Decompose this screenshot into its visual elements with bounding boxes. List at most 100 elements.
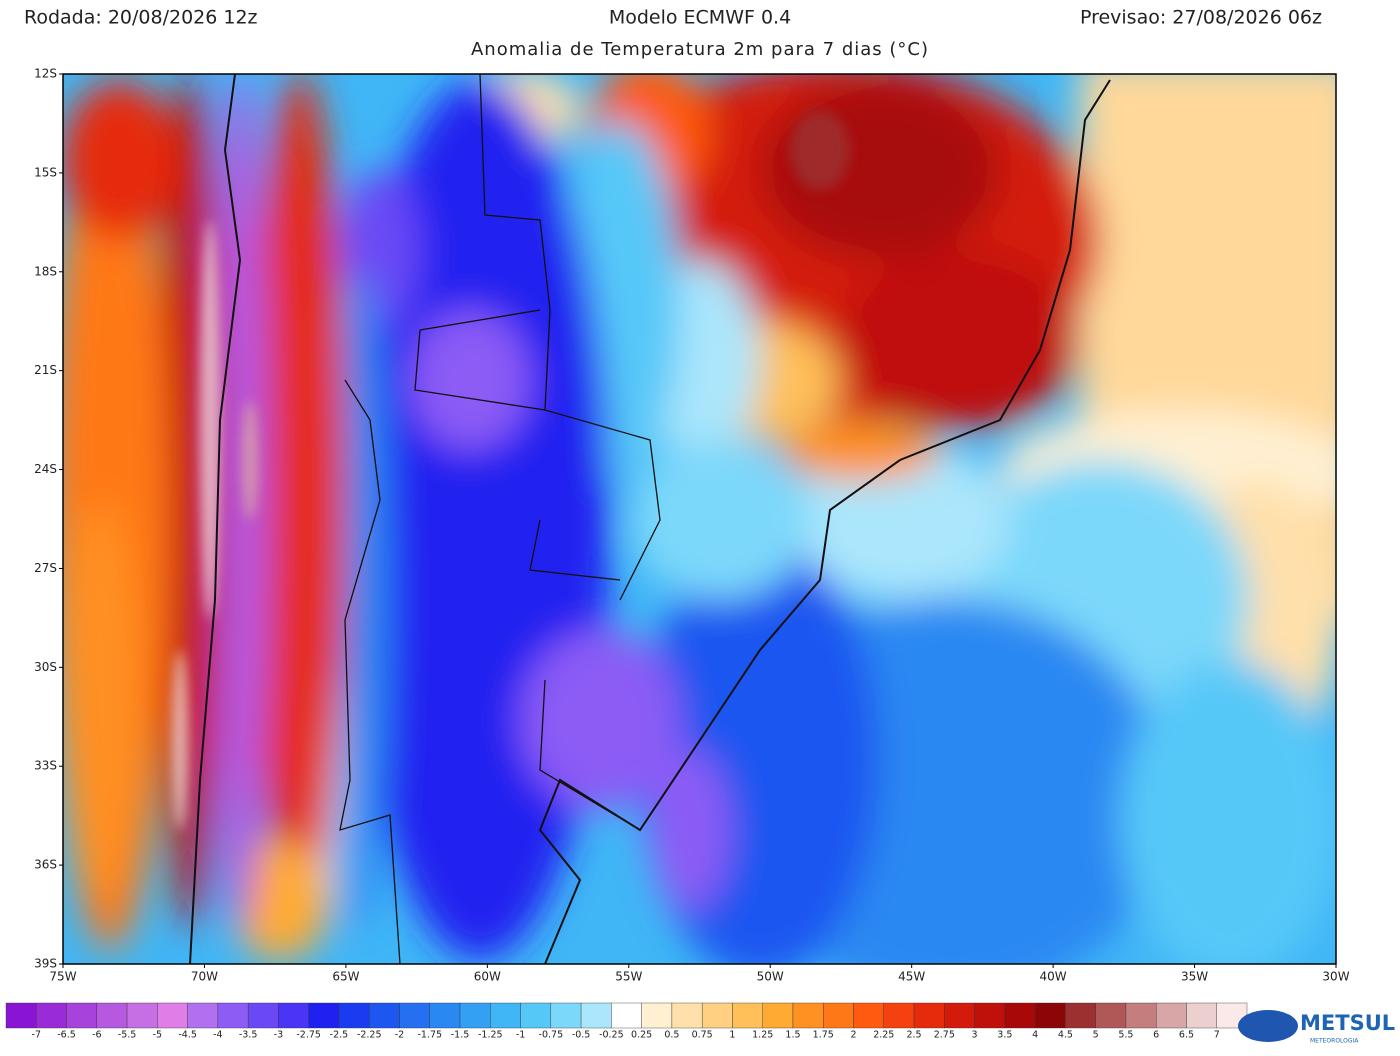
- colorbar-swatch: [126, 1002, 158, 1029]
- lat-tick-label: 39S: [34, 957, 57, 971]
- colorbar-swatch: [5, 1002, 37, 1029]
- colorbar-label: 3: [972, 1030, 978, 1041]
- lat-tick-label: 18S: [34, 264, 57, 278]
- lat-tick-label: 15S: [34, 165, 57, 179]
- colorbar-swatch: [459, 1002, 491, 1029]
- colorbar-label: 6: [1153, 1030, 1159, 1041]
- colorbar-label: 7: [1214, 1030, 1220, 1041]
- colorbar-swatch: [580, 1002, 612, 1029]
- colorbar-label: 5: [1093, 1030, 1099, 1041]
- colorbar-swatch: [611, 1002, 642, 1029]
- lon-tick-label: 70W: [191, 970, 218, 984]
- colorbar-label: 2: [850, 1030, 856, 1041]
- logo-tagline: METEOROLOGIA: [1310, 1038, 1359, 1045]
- colorbar-label: 0.75: [692, 1030, 713, 1041]
- colorbar-label: -2.5: [330, 1030, 349, 1041]
- colorbar-label: -6.5: [57, 1030, 76, 1041]
- colorbar-label: -6: [92, 1030, 101, 1041]
- subtitle: Anomalia de Temperatura 2m para 7 dias (…: [471, 39, 929, 60]
- colorbar-swatch: [36, 1002, 67, 1029]
- colorbar-swatch: [490, 1002, 521, 1029]
- colorbar-label: -0.5: [572, 1030, 591, 1041]
- colorbar-label: -0.25: [599, 1030, 624, 1041]
- colorbar-label: -1: [516, 1030, 525, 1041]
- colorbar-label: -3: [274, 1030, 283, 1041]
- colorbar-label: 1: [729, 1030, 735, 1041]
- colorbar-label: 4.5: [1058, 1030, 1073, 1041]
- colorbar-swatch: [1004, 1002, 1036, 1029]
- lon-tick-label: 40W: [1040, 970, 1067, 984]
- colorbar-label: 6.5: [1179, 1030, 1194, 1041]
- colorbar-swatch: [338, 1002, 370, 1029]
- logo: METSUL METEOROLOGIA: [1238, 1010, 1395, 1045]
- colorbar-label: 0.5: [664, 1030, 679, 1041]
- run-label: Rodada: 20/08/2026 12z: [24, 7, 258, 29]
- colorbar-swatch: [1186, 1002, 1217, 1029]
- anomaly-field: [63, 74, 1336, 964]
- lat-tick-label: 21S: [34, 363, 57, 377]
- lon-tick-label: 50W: [757, 970, 784, 984]
- logo-name: METSUL: [1300, 1011, 1395, 1035]
- lat-tick-label: 12S: [34, 67, 57, 81]
- colorbar-label: 0.25: [631, 1030, 652, 1041]
- lat-tick-label: 27S: [34, 561, 57, 575]
- lon-tick-label: 75W: [49, 970, 76, 984]
- colorbar-label: 2.25: [873, 1030, 894, 1041]
- lat-tick-label: 33S: [34, 759, 57, 773]
- colorbar-label: 1.25: [752, 1030, 773, 1041]
- colorbar-label: 1.75: [813, 1030, 834, 1041]
- colorbar-label: -7: [32, 1030, 41, 1041]
- colorbar-label: 2.75: [934, 1030, 955, 1041]
- colorbar-swatch: [157, 1002, 188, 1029]
- colorbar-swatch: [1125, 1002, 1157, 1029]
- colorbar-label: 1.5: [785, 1030, 800, 1041]
- colorbar-swatch: [762, 1002, 794, 1029]
- colorbar-swatch: [247, 1002, 279, 1029]
- colorbar-swatch: [369, 1002, 400, 1029]
- colorbar-swatch: [823, 1002, 854, 1029]
- colorbar-swatch: [187, 1002, 219, 1029]
- colorbar-label: -1.75: [417, 1030, 442, 1041]
- colorbar-label: -3.5: [239, 1030, 258, 1041]
- lon-tick-label: 65W: [332, 970, 359, 984]
- colorbar-swatch: [550, 1002, 582, 1029]
- colorbar-swatch: [66, 1002, 98, 1029]
- lat-tick-label: 36S: [34, 858, 57, 872]
- lat-tick-label: 24S: [34, 462, 57, 476]
- map-frame: [62, 73, 1337, 965]
- colorbar-label: -1.25: [478, 1030, 503, 1041]
- colorbar-swatch: [308, 1002, 340, 1029]
- colorbar-swatch: [1095, 1002, 1127, 1029]
- colorbar-swatch: [429, 1002, 461, 1029]
- lon-tick-label: 30W: [1322, 970, 1349, 984]
- colorbar-swatch: [974, 1002, 1006, 1029]
- colorbar-swatch: [278, 1002, 309, 1029]
- colorbar-swatch: [792, 1002, 824, 1029]
- colorbar-swatch: [399, 1002, 430, 1029]
- colorbar-swatch: [883, 1002, 915, 1029]
- colorbar-swatch: [520, 1002, 552, 1029]
- colorbar-swatch: [96, 1002, 128, 1029]
- colorbar-swatch: [1065, 1002, 1096, 1029]
- colorbar-label: -2.75: [296, 1030, 321, 1041]
- forecast-label: Previsao: 27/08/2026 06z: [1080, 7, 1322, 29]
- colorbar-swatch: [671, 1002, 703, 1029]
- colorbar-swatch: [853, 1002, 884, 1029]
- model-label: Modelo ECMWF 0.4: [609, 7, 791, 29]
- lon-tick-label: 60W: [474, 970, 501, 984]
- lon-tick-label: 45W: [898, 970, 925, 984]
- colorbar-label: 5.5: [1118, 1030, 1133, 1041]
- colorbar-label: -5: [153, 1030, 162, 1041]
- colorbar-swatch: [1155, 1002, 1187, 1029]
- colorbar-label: 4: [1032, 1030, 1038, 1041]
- colorbar-label: -2: [395, 1030, 404, 1041]
- lat-tick-label: 30S: [34, 660, 57, 674]
- colorbar-label: -1.5: [451, 1030, 470, 1041]
- colorbar-swatch: [701, 1002, 733, 1029]
- colorbar-label: 2.5: [906, 1030, 921, 1041]
- colorbar-swatch: [641, 1002, 673, 1029]
- colorbar-label: -5.5: [118, 1030, 137, 1041]
- colorbar-label: 3.5: [997, 1030, 1012, 1041]
- lon-tick-label: 55W: [615, 970, 642, 984]
